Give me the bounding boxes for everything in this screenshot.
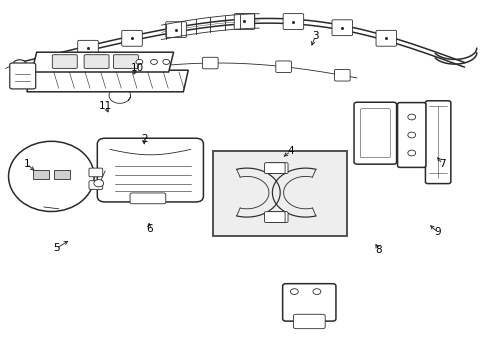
FancyBboxPatch shape (84, 55, 109, 68)
FancyBboxPatch shape (293, 314, 325, 329)
Text: 9: 9 (433, 227, 440, 237)
FancyBboxPatch shape (89, 181, 102, 189)
FancyBboxPatch shape (234, 14, 254, 30)
FancyBboxPatch shape (202, 57, 218, 69)
Polygon shape (32, 52, 173, 72)
FancyBboxPatch shape (264, 163, 285, 174)
FancyBboxPatch shape (97, 138, 203, 202)
FancyBboxPatch shape (397, 103, 425, 167)
FancyBboxPatch shape (353, 102, 396, 164)
Text: 7: 7 (438, 159, 445, 169)
FancyBboxPatch shape (267, 212, 287, 222)
FancyBboxPatch shape (264, 212, 285, 222)
Text: 2: 2 (141, 134, 147, 144)
Polygon shape (54, 170, 70, 179)
Circle shape (407, 150, 415, 156)
Circle shape (290, 289, 298, 294)
Circle shape (136, 59, 142, 64)
Text: 4: 4 (287, 146, 294, 156)
FancyBboxPatch shape (282, 284, 335, 321)
FancyBboxPatch shape (113, 55, 138, 68)
FancyBboxPatch shape (130, 193, 165, 204)
FancyBboxPatch shape (52, 55, 77, 68)
FancyBboxPatch shape (331, 20, 352, 36)
FancyBboxPatch shape (212, 151, 346, 236)
Polygon shape (27, 70, 188, 92)
FancyBboxPatch shape (360, 109, 389, 158)
FancyBboxPatch shape (334, 69, 349, 81)
Text: 11: 11 (98, 101, 112, 111)
Polygon shape (33, 170, 49, 179)
Circle shape (407, 132, 415, 138)
Text: 8: 8 (375, 245, 382, 255)
Circle shape (94, 180, 103, 187)
Text: 5: 5 (53, 243, 60, 253)
Text: 6: 6 (145, 224, 152, 234)
FancyBboxPatch shape (275, 61, 291, 72)
FancyBboxPatch shape (10, 63, 36, 89)
FancyBboxPatch shape (165, 22, 186, 37)
FancyBboxPatch shape (267, 163, 287, 174)
FancyBboxPatch shape (90, 69, 105, 80)
FancyBboxPatch shape (78, 40, 98, 56)
FancyBboxPatch shape (122, 30, 142, 46)
Circle shape (13, 60, 26, 70)
FancyBboxPatch shape (425, 101, 450, 184)
Circle shape (312, 289, 320, 294)
FancyBboxPatch shape (283, 14, 303, 30)
FancyBboxPatch shape (139, 62, 154, 73)
FancyBboxPatch shape (89, 168, 102, 177)
Ellipse shape (8, 141, 94, 211)
FancyBboxPatch shape (375, 30, 396, 46)
Circle shape (407, 114, 415, 120)
Text: 10: 10 (130, 63, 143, 73)
Circle shape (163, 59, 169, 64)
Text: 1: 1 (23, 159, 30, 169)
Text: 3: 3 (311, 31, 318, 41)
Circle shape (39, 81, 49, 88)
Circle shape (150, 59, 157, 64)
